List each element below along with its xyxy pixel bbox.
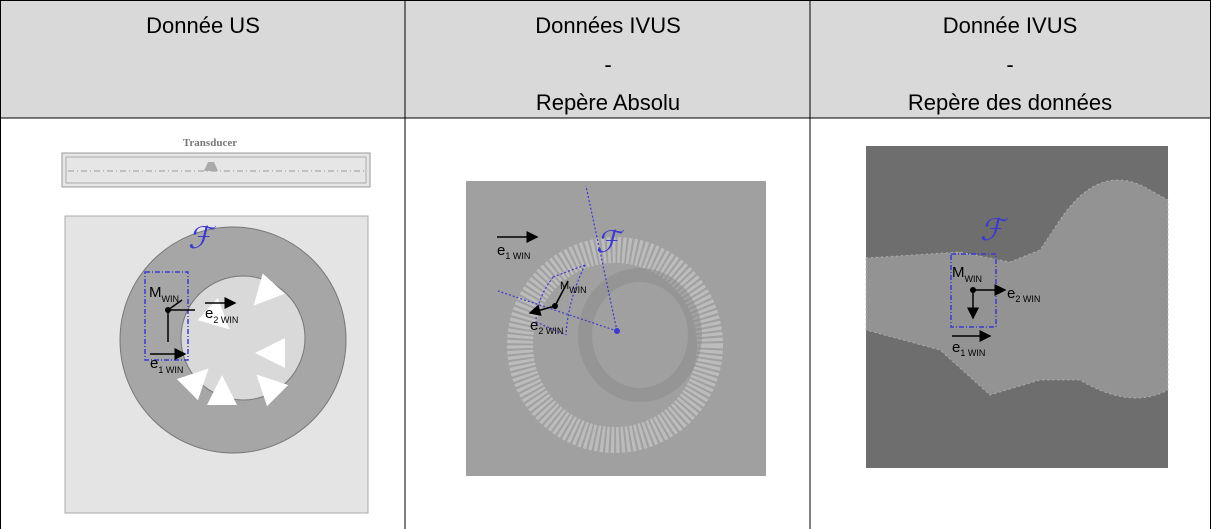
header-cell: Repère des données (908, 90, 1112, 115)
header-row (0, 0, 1211, 118)
label: e2 WIN (1007, 285, 1040, 304)
label: MWIN (560, 280, 587, 295)
label: MWIN (149, 284, 179, 304)
figure-us: Transducer ℱ MWIN e2 WIN e1 WIN (61, 137, 371, 514)
label: e1 WIN (150, 355, 183, 375)
header-cell: - (604, 52, 611, 77)
figure-title: Transducer (183, 137, 237, 149)
label: MWIN (952, 264, 982, 284)
figure-ivus-data: ℱ MWIN e2 WIN e1 WIN (865, 146, 1169, 468)
figure-ivus-absolute: ℱ e1 WIN MWIN e2 WIN (466, 181, 766, 476)
header-cell: - (1006, 52, 1013, 77)
label: e1 WIN (497, 242, 530, 261)
label: e2 WIN (530, 317, 563, 336)
header-cell: Donnée IVUS (943, 13, 1078, 38)
header-cell: Repère Absolu (536, 90, 680, 115)
header-cell: Données IVUS (535, 13, 681, 38)
header-cell: Donnée US (146, 13, 260, 38)
label: e2 WIN (205, 305, 238, 325)
label: e1 WIN (952, 339, 985, 358)
